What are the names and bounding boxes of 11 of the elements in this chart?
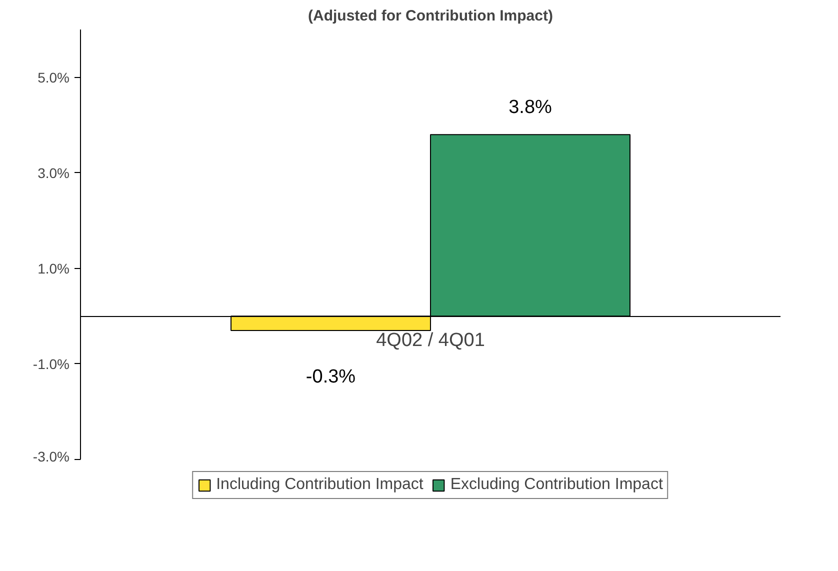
y-tick-label: 5.0%: [38, 69, 70, 86]
legend-label: Including Contribution Impact: [216, 476, 424, 494]
legend-label: Excluding Contribution Impact: [450, 476, 663, 494]
x-tick-label: 4Q02 / 4Q01: [376, 330, 485, 352]
y-tick-label: -3.0%: [32, 448, 70, 464]
chart-title: (Adjusted for Contribution Impact): [308, 8, 553, 24]
y-tick-label: 3.0%: [38, 164, 70, 181]
data-label: -0.3%: [306, 366, 356, 388]
y-tick-label: -1.0%: [32, 356, 70, 372]
data-label: 3.8%: [508, 96, 552, 118]
y-tick-label: 1.0%: [38, 260, 70, 276]
